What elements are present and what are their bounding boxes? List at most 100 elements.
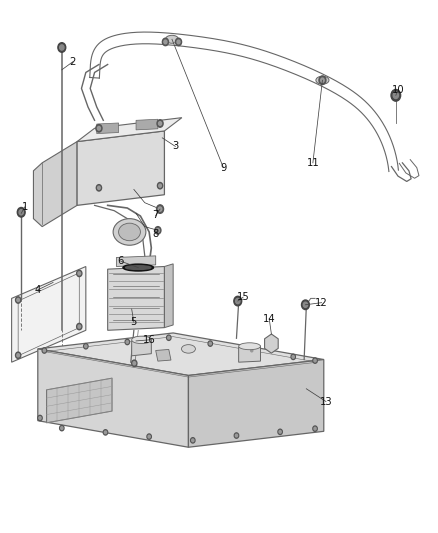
- Circle shape: [319, 76, 326, 84]
- Circle shape: [96, 125, 102, 132]
- Circle shape: [291, 354, 295, 360]
- Circle shape: [301, 300, 309, 310]
- Circle shape: [84, 344, 88, 349]
- Circle shape: [17, 354, 19, 357]
- Circle shape: [156, 229, 159, 232]
- Circle shape: [159, 184, 161, 187]
- Circle shape: [15, 352, 21, 359]
- Circle shape: [303, 302, 307, 308]
- Ellipse shape: [132, 336, 151, 344]
- Text: 5: 5: [131, 317, 137, 327]
- Circle shape: [234, 433, 239, 438]
- Circle shape: [17, 298, 19, 302]
- Circle shape: [42, 348, 46, 353]
- Circle shape: [96, 184, 102, 191]
- Circle shape: [314, 427, 316, 430]
- Circle shape: [39, 417, 41, 419]
- Circle shape: [58, 43, 66, 52]
- Text: 12: 12: [315, 297, 328, 308]
- Text: 6: 6: [117, 256, 124, 266]
- Polygon shape: [33, 142, 77, 227]
- Text: 9: 9: [220, 163, 226, 173]
- Ellipse shape: [239, 343, 261, 350]
- Text: 15: 15: [237, 292, 249, 302]
- Text: 2: 2: [70, 57, 76, 67]
- Circle shape: [313, 358, 317, 364]
- Ellipse shape: [316, 76, 329, 84]
- Circle shape: [156, 205, 163, 213]
- Polygon shape: [38, 349, 188, 447]
- Circle shape: [393, 92, 399, 99]
- Polygon shape: [265, 334, 278, 353]
- Circle shape: [103, 430, 108, 435]
- Circle shape: [104, 431, 106, 434]
- Polygon shape: [77, 131, 164, 205]
- Circle shape: [19, 209, 23, 215]
- Polygon shape: [132, 339, 151, 356]
- Circle shape: [77, 270, 82, 277]
- Circle shape: [61, 427, 63, 430]
- Circle shape: [166, 335, 171, 341]
- Polygon shape: [188, 360, 324, 447]
- Circle shape: [176, 38, 182, 46]
- Text: 11: 11: [307, 158, 319, 168]
- Text: 8: 8: [152, 229, 159, 239]
- Circle shape: [192, 439, 194, 442]
- Ellipse shape: [181, 345, 195, 353]
- Polygon shape: [117, 256, 155, 266]
- Circle shape: [157, 182, 162, 189]
- Polygon shape: [164, 264, 173, 328]
- Polygon shape: [46, 378, 112, 423]
- Text: 16: 16: [143, 335, 155, 345]
- Ellipse shape: [123, 264, 153, 271]
- Circle shape: [60, 45, 64, 50]
- Circle shape: [234, 296, 242, 306]
- Ellipse shape: [126, 266, 151, 269]
- Text: 10: 10: [392, 85, 404, 95]
- Ellipse shape: [119, 223, 141, 241]
- Circle shape: [148, 435, 150, 438]
- Circle shape: [60, 425, 64, 431]
- Circle shape: [159, 122, 162, 125]
- Circle shape: [157, 120, 163, 127]
- Circle shape: [278, 429, 283, 434]
- Circle shape: [250, 348, 254, 353]
- Polygon shape: [38, 333, 324, 375]
- Text: 14: 14: [263, 313, 276, 324]
- Polygon shape: [136, 119, 158, 130]
- Circle shape: [43, 349, 46, 352]
- Circle shape: [17, 207, 25, 217]
- Polygon shape: [97, 123, 119, 134]
- Circle shape: [209, 342, 212, 345]
- Circle shape: [97, 126, 100, 130]
- Circle shape: [177, 40, 180, 44]
- Circle shape: [164, 40, 167, 44]
- Circle shape: [85, 345, 87, 348]
- Circle shape: [235, 434, 237, 437]
- Circle shape: [132, 360, 137, 367]
- Text: 4: 4: [35, 285, 41, 295]
- Circle shape: [236, 298, 240, 304]
- Circle shape: [391, 90, 401, 101]
- Circle shape: [158, 207, 162, 211]
- Text: 3: 3: [172, 141, 178, 151]
- Circle shape: [292, 356, 294, 358]
- Circle shape: [133, 362, 136, 365]
- Polygon shape: [12, 266, 86, 362]
- Polygon shape: [108, 266, 164, 330]
- Circle shape: [78, 272, 81, 275]
- Circle shape: [38, 415, 42, 421]
- Circle shape: [314, 359, 316, 362]
- Circle shape: [155, 227, 161, 234]
- Text: 7: 7: [152, 211, 159, 221]
- Polygon shape: [155, 350, 171, 361]
- Ellipse shape: [113, 219, 146, 245]
- Circle shape: [77, 324, 82, 330]
- Text: 1: 1: [21, 202, 28, 212]
- Ellipse shape: [166, 35, 179, 43]
- Circle shape: [162, 38, 169, 46]
- Circle shape: [78, 325, 81, 328]
- Circle shape: [168, 336, 170, 339]
- Circle shape: [98, 186, 100, 189]
- Circle shape: [279, 431, 281, 433]
